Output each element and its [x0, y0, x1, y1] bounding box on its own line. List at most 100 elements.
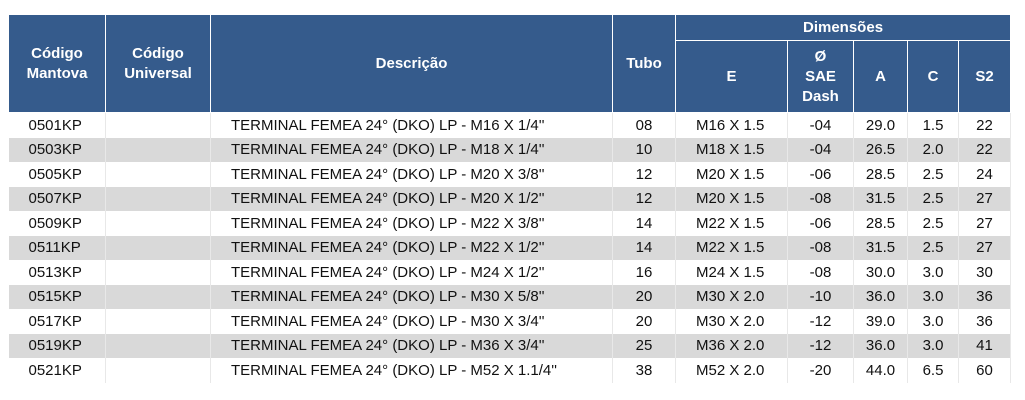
column-header: A	[853, 40, 908, 113]
table-cell: 39.0	[853, 309, 908, 334]
table-cell: TERMINAL FEMEA 24° (DKO) LP - M16 X 1/4'…	[210, 112, 613, 138]
table-cell: 0503KP	[8, 137, 106, 162]
table-cell: 1.5	[907, 112, 959, 138]
table-cell: 2.0	[907, 137, 959, 162]
column-header: Descrição	[210, 14, 613, 113]
table-cell: TERMINAL FEMEA 24° (DKO) LP - M22 X 3/8'…	[210, 211, 613, 236]
table-cell: -04	[787, 137, 854, 162]
table-cell: 28.5	[853, 162, 908, 187]
table-row: 0507KP TERMINAL FEMEA 24° (DKO) LP - M20 …	[8, 186, 1012, 211]
table-cell: 0519KP	[8, 333, 106, 358]
empty-cell	[105, 211, 211, 236]
table-cell: 24	[958, 162, 1012, 187]
table-cell: 12	[612, 162, 676, 187]
column-header: E	[675, 40, 788, 113]
table-cell: 0515KP	[8, 284, 106, 309]
table-cell: 20	[612, 309, 676, 334]
table-row: 0511KP TERMINAL FEMEA 24° (DKO) LP - M22 …	[8, 235, 1012, 260]
table-cell: 0513KP	[8, 260, 106, 285]
table-row: 0505KP TERMINAL FEMEA 24° (DKO) LP - M20 …	[8, 162, 1012, 187]
table-row: 0513KP TERMINAL FEMEA 24° (DKO) LP - M24 …	[8, 260, 1012, 285]
empty-cell	[105, 358, 211, 383]
table-cell: 26.5	[853, 137, 908, 162]
table-row: 0521KP TERMINAL FEMEA 24° (DKO) LP - M52 …	[8, 358, 1012, 383]
table-cell: M30 X 2.0	[675, 309, 788, 334]
table-cell: -06	[787, 162, 854, 187]
table-cell: M22 X 1.5	[675, 211, 788, 236]
table-cell: TERMINAL FEMEA 24° (DKO) LP - M18 X 1/4'…	[210, 137, 613, 162]
table-cell: 30.0	[853, 260, 908, 285]
table-cell: 0505KP	[8, 162, 106, 187]
table-row: 0517KP TERMINAL FEMEA 24° (DKO) LP - M30 …	[8, 309, 1012, 334]
table-cell: 0509KP	[8, 211, 106, 236]
table-row: 0515KP TERMINAL FEMEA 24° (DKO) LP - M30 …	[8, 284, 1012, 309]
table-cell: 27	[958, 186, 1012, 211]
table-cell: 10	[612, 137, 676, 162]
table-cell: M20 X 1.5	[675, 162, 788, 187]
empty-cell	[105, 162, 211, 187]
empty-cell	[105, 309, 211, 334]
table-cell: TERMINAL FEMEA 24° (DKO) LP - M20 X 1/2'…	[210, 186, 613, 211]
table-row: 0503KP TERMINAL FEMEA 24° (DKO) LP - M18 …	[8, 137, 1012, 162]
table-cell: 3.0	[907, 309, 959, 334]
empty-cell	[105, 284, 211, 309]
table-cell: TERMINAL FEMEA 24° (DKO) LP - M22 X 1/2'…	[210, 235, 613, 260]
parts-table: Código Mantova Código Universal Descrição T…	[8, 14, 1012, 383]
table-cell: 16	[612, 260, 676, 285]
empty-cell	[105, 333, 211, 358]
table-cell: 08	[612, 112, 676, 138]
table-cell: 22	[958, 137, 1012, 162]
table-cell: 0507KP	[8, 186, 106, 211]
table-cell: 36	[958, 309, 1012, 334]
table-cell: 36.0	[853, 284, 908, 309]
table-cell: 30	[958, 260, 1012, 285]
table-cell: 20	[612, 284, 676, 309]
table-cell: 2.5	[907, 211, 959, 236]
table-cell: M18 X 1.5	[675, 137, 788, 162]
table-cell: 22	[958, 112, 1012, 138]
table-cell: 31.5	[853, 186, 908, 211]
table-cell: M36 X 2.0	[675, 333, 788, 358]
table-cell: M52 X 2.0	[675, 358, 788, 383]
table-cell: 2.5	[907, 235, 959, 260]
column-header: C	[907, 40, 959, 113]
table-cell: 27	[958, 211, 1012, 236]
table-cell: 28.5	[853, 211, 908, 236]
table-cell: 25	[612, 333, 676, 358]
table-cell: 0521KP	[8, 358, 106, 383]
table-header: Código Mantova Código Universal Descrição T…	[8, 14, 1012, 113]
empty-cell	[105, 112, 211, 138]
table-cell: TERMINAL FEMEA 24° (DKO) LP - M30 X 5/8'…	[210, 284, 613, 309]
table-cell: 6.5	[907, 358, 959, 383]
table-cell: 3.0	[907, 333, 959, 358]
table-cell: 14	[612, 211, 676, 236]
table-cell: 3.0	[907, 260, 959, 285]
table-cell: 2.5	[907, 186, 959, 211]
table-cell: M30 X 2.0	[675, 284, 788, 309]
table-cell: M22 X 1.5	[675, 235, 788, 260]
table-cell: -06	[787, 211, 854, 236]
table-cell: TERMINAL FEMEA 24° (DKO) LP - M52 X 1.1/…	[210, 358, 613, 383]
empty-cell	[105, 137, 211, 162]
table-cell: 38	[612, 358, 676, 383]
empty-cell	[105, 235, 211, 260]
table-cell: 27	[958, 235, 1012, 260]
table-cell: -12	[787, 309, 854, 334]
table-cell: -08	[787, 186, 854, 211]
table-cell: 41	[958, 333, 1012, 358]
table-cell: 0501KP	[8, 112, 106, 138]
table-cell: 29.0	[853, 112, 908, 138]
table-cell: 31.5	[853, 235, 908, 260]
table-cell: 44.0	[853, 358, 908, 383]
group-header: Dimensões	[674, 14, 1012, 41]
table-cell: TERMINAL FEMEA 24° (DKO) LP - M30 X 3/4'…	[210, 309, 613, 334]
table-cell: -10	[787, 284, 854, 309]
table-cell: -12	[787, 333, 854, 358]
table-cell: -04	[787, 112, 854, 138]
table-cell: 0517KP	[8, 309, 106, 334]
table-cell: 36	[958, 284, 1012, 309]
column-header: Código Mantova	[8, 14, 106, 113]
table-cell: 2.5	[907, 162, 959, 187]
